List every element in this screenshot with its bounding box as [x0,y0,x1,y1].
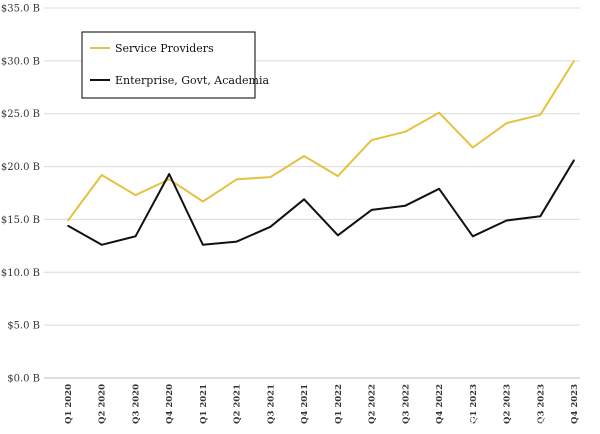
x-tick-label: Q4 2020 [165,384,175,424]
data-point [573,60,575,62]
y-tick-label: $25.0 B [1,109,40,120]
data-point [100,174,103,176]
x-tick-label: Q2 2023 [503,384,513,424]
x-tick-label: Q4 2021 [300,384,310,424]
data-point [67,219,69,222]
data-point [337,175,339,177]
data-point [202,200,204,203]
y-tick-label: $30.0 B [1,56,40,67]
series-lines [67,60,575,246]
data-point [472,146,474,149]
series-line-1 [67,159,575,246]
x-tick-label: Q2 2022 [368,384,378,424]
series-line-0 [67,60,575,222]
x-tick-label: Q2 2021 [233,384,243,424]
x-tick-label: Q3 2020 [131,384,141,424]
x-tick-label: Q3 2021 [266,384,276,424]
data-point [134,194,137,196]
data-point [202,244,204,246]
data-point [472,235,474,238]
data-point [370,139,373,141]
data-point [539,114,542,116]
data-point [235,240,238,243]
x-tick-label: Q1 2021 [199,384,209,424]
data-point [370,209,373,211]
data-point [539,215,542,218]
y-tick-label: $20.0 B [1,162,40,173]
data-point [269,176,272,178]
x-axis-tick-labels: Q1 2020 Q2 2020 Q3 2020 Q4 2020 Q1 2021 Q2 20… [64,384,580,424]
x-tick-label: Q1 2022 [334,384,344,424]
data-point [404,130,407,133]
legend-label-enterprise-govt-academia: Enterprise, Govt, Academia [115,74,269,87]
data-point [100,244,103,246]
data-point [235,178,238,181]
data-point [303,198,305,201]
legend: Service Providers Enterprise, Govt, Acad… [81,31,269,99]
y-tick-label: $15.0 B [1,215,40,226]
data-point [269,226,272,228]
data-point [134,235,137,238]
data-point [67,225,69,227]
data-point [505,219,508,222]
y-tick-label: $10.0 B [1,268,40,279]
watermark: 搜狐号 @至顶头条 [470,414,570,429]
data-point [404,204,407,207]
y-axis-tick-labels: $0.0 B $5.0 B $10.0 B $15.0 B $20.0 B $25.0 B… [1,4,40,385]
data-point [573,159,575,161]
x-tick-label: Q4 2022 [435,384,445,424]
data-point [438,188,440,190]
x-tick-label: Q2 2020 [98,384,108,424]
legend-box [81,31,256,99]
y-tick-label: $0.0 B [7,374,40,385]
x-tick-label: Q4 2023 [570,384,580,424]
x-tick-label: Q1 2023 [469,384,479,424]
x-tick-label: Q1 2020 [64,384,74,424]
data-point [438,111,440,114]
watermark-text: 搜狐号 @至顶头条 [470,414,570,429]
x-tick-label: Q3 2023 [536,384,546,424]
data-point [505,122,508,124]
x-tick-label: Q3 2022 [401,384,411,424]
y-tick-label: $35.0 B [1,4,40,15]
y-tick-label: $5.0 B [7,321,40,332]
legend-label-service-providers: Service Providers [115,42,214,55]
data-point [168,178,170,181]
data-point [168,173,170,175]
data-point [303,155,305,157]
data-point [337,234,339,237]
